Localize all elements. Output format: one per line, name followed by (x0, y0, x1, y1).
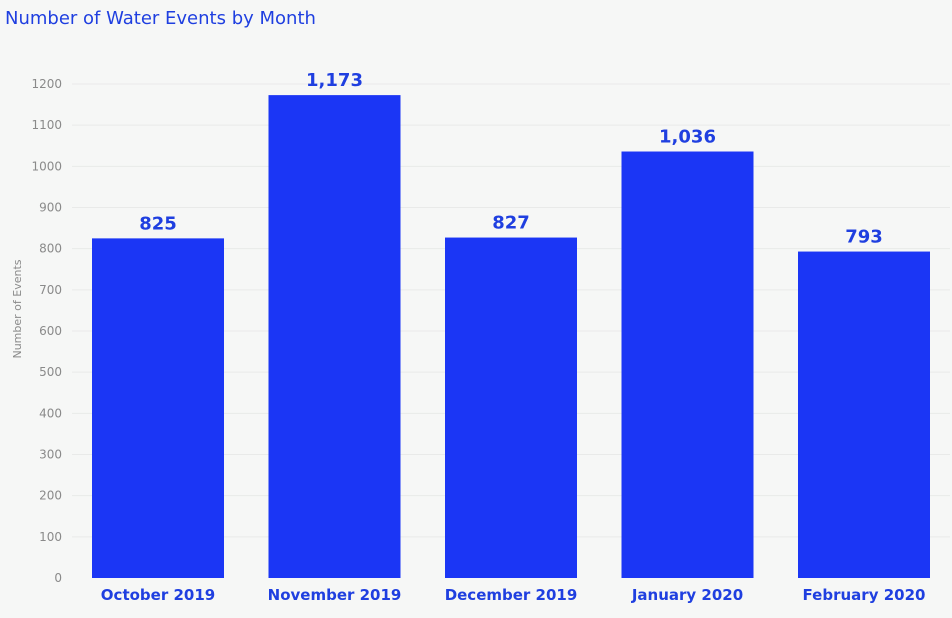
y-tick-label: 200 (39, 489, 62, 503)
category-label: February 2020 (803, 586, 926, 604)
chart-title: Number of Water Events by Month (5, 8, 316, 29)
y-tick-label: 900 (39, 201, 62, 215)
bar-data-label: 825 (139, 213, 177, 234)
data-labels: 825 1,173 827 1,036 793 (139, 70, 883, 247)
y-tick-label: 800 (39, 242, 62, 256)
y-axis-label: Number of Events (11, 259, 24, 358)
bar (445, 237, 577, 578)
y-tick-label: 1200 (31, 77, 62, 91)
y-tick-label: 1100 (31, 118, 62, 132)
y-axis-ticks: 0 100 200 300 400 500 600 700 800 900 1000 1100 1200 (31, 77, 62, 585)
bar (798, 251, 930, 578)
category-label: October 2019 (101, 586, 215, 604)
y-tick-label: 500 (39, 365, 62, 379)
y-tick-label: 400 (39, 406, 62, 420)
y-tick-label: 700 (39, 283, 62, 297)
category-label: November 2019 (268, 586, 402, 604)
bar-data-label: 793 (845, 227, 883, 248)
y-tick-label: 100 (39, 530, 62, 544)
category-label: January 2020 (631, 586, 743, 604)
category-labels: October 2019 November 2019 December 2019 Ja… (101, 586, 926, 604)
bar-data-label: 827 (492, 213, 530, 234)
y-tick-label: 300 (39, 448, 62, 462)
y-tick-label: 0 (54, 571, 62, 585)
bar (92, 238, 224, 578)
category-label: December 2019 (445, 586, 578, 604)
y-tick-label: 600 (39, 324, 62, 338)
bars (92, 95, 930, 579)
y-tick-label: 1000 (31, 159, 62, 173)
bar-data-label: 1,173 (306, 70, 363, 91)
bar-data-label: 1,036 (659, 127, 716, 148)
bar (268, 95, 401, 579)
bar (621, 151, 754, 578)
